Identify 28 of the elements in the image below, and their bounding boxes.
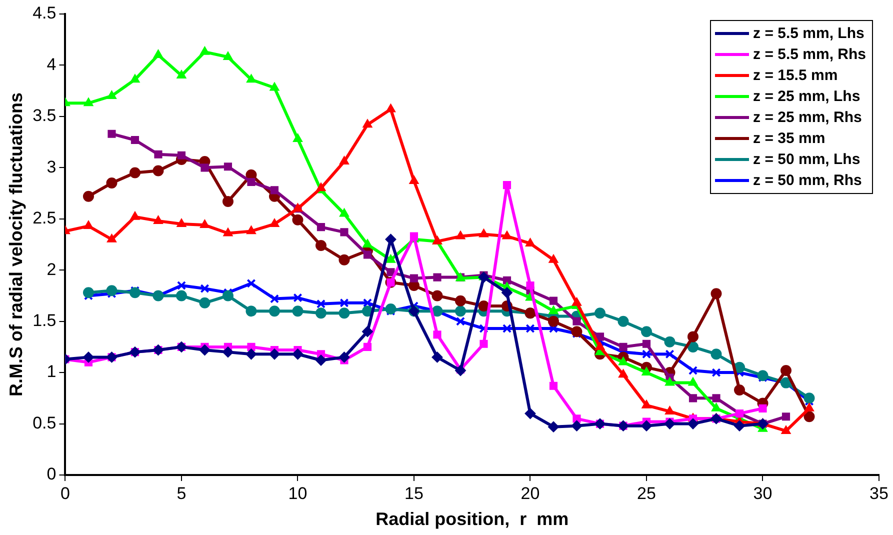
y-tick-label: 1.5 [32, 311, 56, 330]
x-tick-label: 5 [176, 484, 186, 503]
y-tick-label: 1 [46, 362, 56, 382]
x-tick-label: 30 [753, 484, 772, 503]
legend-label: z = 50 mm, Lhs [753, 151, 860, 168]
y-tick-label: 3 [46, 157, 56, 176]
legend-label: z = 25 mm, Rhs [753, 109, 862, 126]
x-tick-label: 35 [870, 484, 888, 503]
x-tick-label: 25 [637, 484, 656, 503]
y-axis-title: R.M.S of radial velocity fluctuations [6, 92, 26, 397]
x-tick-label: 15 [404, 484, 424, 503]
legend-label: z = 35 mm [753, 130, 826, 147]
legend-label: z = 50 mm, Rhs [753, 172, 862, 189]
y-tick-label: 2 [46, 260, 56, 279]
legend-label: z = 5.5 mm, Lhs [753, 25, 864, 42]
legend-label: z = 15.5 mm [753, 67, 838, 84]
y-tick-label: 2.5 [32, 208, 56, 228]
x-tick-label: 20 [520, 484, 540, 503]
x-tick-label: 0 [60, 484, 70, 503]
y-tick-label: 0.5 [32, 413, 56, 432]
y-tick-label: 3.5 [32, 106, 56, 126]
y-tick-label: 0 [46, 464, 56, 484]
legend-label: z = 25 mm, Lhs [753, 88, 860, 105]
x-axis-title: Radial position, r mm [376, 509, 569, 530]
x-tick-label: 10 [288, 484, 308, 503]
legend-label: z = 5.5 mm, Rhs [753, 46, 866, 63]
y-tick-label: 4 [46, 54, 56, 74]
y-tick-label: 4.5 [32, 4, 56, 23]
